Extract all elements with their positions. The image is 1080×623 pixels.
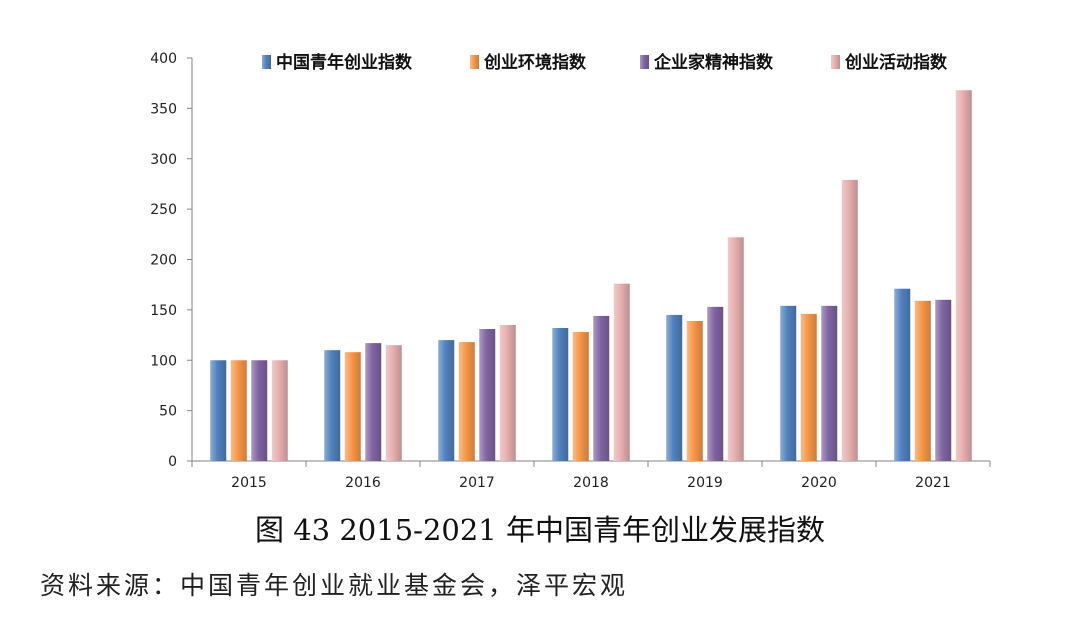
bar-2021-series-1 bbox=[894, 288, 911, 461]
bar-2015-series-2 bbox=[230, 360, 247, 461]
bar-2018-series-3 bbox=[593, 315, 610, 461]
bar-2021-series-2 bbox=[914, 300, 931, 461]
bar-2015-series-3 bbox=[251, 360, 268, 461]
bar-2018-series-4 bbox=[613, 283, 630, 461]
bar-2018-series-1 bbox=[552, 328, 569, 461]
x-tick-label: 2018 bbox=[573, 475, 609, 491]
bar-2021-series-4 bbox=[955, 90, 972, 462]
bar-chart: 中国青年创业指数 创业环境指数 企业家精神指数 创业活动指数 0 50 100 150 200… bbox=[150, 51, 991, 491]
y-tick-label: 100 bbox=[150, 353, 177, 369]
bar-2018-series-2 bbox=[572, 332, 589, 461]
bar-2019-series-4 bbox=[727, 237, 744, 461]
x-axis: 2015 2016 2017 2018 2019 2020 2021 bbox=[191, 460, 991, 491]
bar-2016-series-3 bbox=[365, 343, 382, 461]
x-tick-label: 2019 bbox=[687, 475, 723, 491]
chart-legend: 中国青年创业指数 创业环境指数 企业家精神指数 创业活动指数 bbox=[262, 52, 948, 73]
x-tick-label: 2016 bbox=[345, 475, 381, 491]
legend-swatch bbox=[262, 55, 271, 69]
source-note: 资料来源：中国青年创业就业基金会，泽平宏观 bbox=[40, 571, 629, 600]
figure-caption: 图 43 2015-2021 年中国青年创业发展指数 bbox=[255, 513, 825, 547]
legend-item: 创业活动指数 bbox=[831, 52, 948, 73]
bar-2016-series-2 bbox=[344, 352, 361, 461]
y-tick-label: 200 bbox=[150, 253, 177, 269]
x-tick-label: 2021 bbox=[915, 475, 951, 491]
bar-2020-series-3 bbox=[821, 305, 838, 461]
x-tick-label: 2015 bbox=[231, 475, 267, 491]
bar-2020-series-2 bbox=[800, 313, 817, 461]
y-tick-label: 350 bbox=[150, 101, 177, 117]
legend-swatch bbox=[640, 55, 649, 69]
bar-2017-series-3 bbox=[479, 329, 496, 461]
y-tick-label: 250 bbox=[150, 202, 177, 218]
bar-2017-series-4 bbox=[499, 324, 516, 461]
bar-2019-series-2 bbox=[686, 320, 703, 461]
bar-2020-series-4 bbox=[841, 179, 858, 461]
legend-label: 创业环境指数 bbox=[483, 52, 587, 73]
y-tick-label: 300 bbox=[150, 152, 177, 168]
legend-item: 中国青年创业指数 bbox=[262, 52, 413, 73]
bar-2016-series-1 bbox=[324, 350, 341, 461]
legend-item: 企业家精神指数 bbox=[640, 52, 774, 73]
bars bbox=[210, 90, 972, 462]
x-tick-label: 2020 bbox=[801, 475, 837, 491]
bar-2020-series-1 bbox=[780, 305, 797, 461]
bar-2016-series-4 bbox=[385, 345, 402, 461]
bar-2017-series-1 bbox=[438, 340, 455, 461]
bar-2017-series-2 bbox=[458, 342, 475, 461]
bar-2019-series-3 bbox=[707, 306, 724, 461]
legend-swatch bbox=[831, 55, 840, 69]
legend-label: 企业家精神指数 bbox=[653, 52, 774, 73]
bar-2015-series-1 bbox=[210, 360, 227, 461]
legend-label: 中国青年创业指数 bbox=[276, 52, 413, 73]
y-axis: 0 50 100 150 200 250 300 350 400 bbox=[150, 51, 193, 470]
bar-2021-series-3 bbox=[935, 299, 952, 461]
legend-item: 创业环境指数 bbox=[470, 52, 587, 73]
legend-label: 创业活动指数 bbox=[844, 52, 948, 73]
bar-2015-series-4 bbox=[271, 360, 288, 461]
y-tick-label: 400 bbox=[150, 51, 177, 67]
x-tick-label: 2017 bbox=[459, 475, 495, 491]
bar-2019-series-1 bbox=[666, 314, 683, 461]
legend-swatch bbox=[470, 55, 479, 69]
y-tick-label: 0 bbox=[168, 454, 177, 470]
y-tick-label: 150 bbox=[150, 303, 177, 319]
y-tick-label: 50 bbox=[159, 404, 177, 420]
